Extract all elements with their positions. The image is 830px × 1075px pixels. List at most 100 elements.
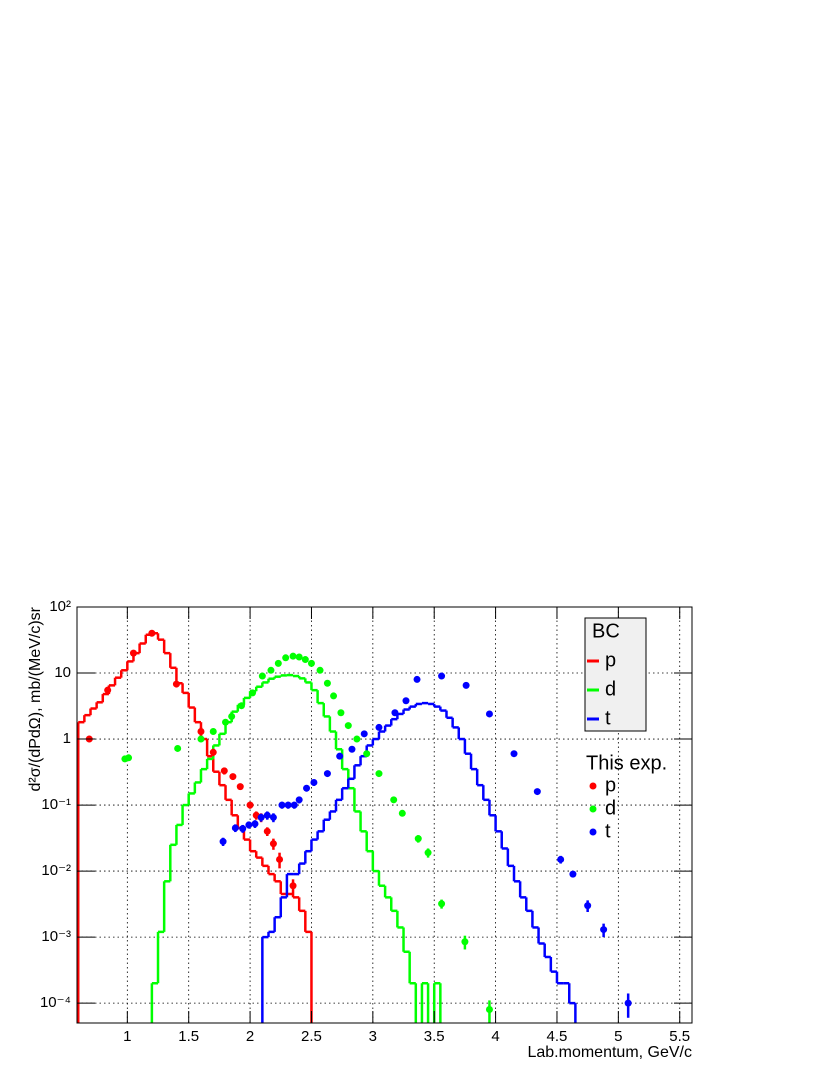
frame	[76, 606, 693, 1024]
data-point	[172, 680, 180, 688]
y-tick-label: 10⁻³	[41, 928, 71, 945]
data-point	[348, 745, 356, 753]
data-point	[360, 730, 368, 738]
data-point	[129, 649, 137, 657]
data-point	[278, 801, 286, 809]
x-tick-label: 4.5	[547, 1028, 568, 1045]
data-point	[330, 692, 338, 700]
data-point	[220, 767, 228, 775]
data-point	[461, 938, 469, 946]
data-point	[257, 813, 265, 821]
x-tick-label: 3.5	[424, 1028, 445, 1045]
data-point	[222, 718, 230, 726]
data-point	[375, 723, 383, 731]
data-point	[438, 672, 446, 680]
data-point	[148, 629, 156, 637]
legend-swatch	[589, 782, 597, 790]
data-point	[251, 820, 259, 828]
data-point	[274, 659, 282, 667]
legend-title: This exp.	[586, 752, 667, 774]
data-point	[239, 825, 247, 833]
y-tick-label: 10	[54, 664, 71, 681]
x-tick-label: 2.5	[301, 1028, 322, 1045]
data-point	[282, 654, 290, 662]
data-point	[197, 735, 205, 743]
data-point	[290, 801, 298, 809]
data-point	[263, 827, 271, 835]
x-tick-label: 1.5	[178, 1028, 199, 1045]
x-tick-label: 2	[246, 1028, 254, 1045]
y-tick-label: 10⁻²	[41, 862, 71, 879]
data-point	[600, 926, 608, 934]
data-point	[301, 656, 309, 664]
data-point	[390, 796, 398, 804]
data-point	[245, 821, 253, 829]
data-point	[284, 801, 292, 809]
data-point	[413, 675, 421, 683]
data-point	[391, 709, 399, 717]
legend-label: t	[605, 820, 611, 842]
data-point	[485, 1006, 493, 1014]
data-point	[353, 735, 361, 743]
data-point	[229, 773, 237, 781]
data-point	[375, 770, 383, 778]
data-point	[402, 697, 410, 705]
legend-label: p	[605, 774, 616, 796]
y-axis-title: d²σ/(dPdΩ), mb/(MeV/c)sr	[27, 606, 44, 791]
data-point	[125, 754, 133, 762]
data-point	[307, 659, 315, 667]
data-point	[414, 835, 422, 843]
data-point	[424, 849, 432, 857]
data-point	[231, 824, 239, 832]
data-point	[104, 686, 112, 694]
data-point	[438, 900, 446, 908]
legend-title: BC	[592, 620, 620, 642]
data-point	[267, 666, 275, 674]
data-point	[624, 999, 632, 1007]
data-point	[269, 840, 277, 848]
data-point	[289, 882, 297, 890]
data-point	[344, 722, 352, 730]
data-point	[584, 902, 592, 910]
data-point	[323, 770, 331, 778]
data-point	[258, 672, 266, 680]
data-point	[295, 796, 303, 804]
data-point	[269, 813, 277, 821]
plot-area	[77, 629, 632, 1023]
y-tick-label: 10²	[49, 598, 71, 615]
data-point	[303, 784, 311, 792]
data-point	[209, 728, 217, 736]
data-point	[510, 750, 518, 758]
legend-label: d	[605, 797, 616, 819]
data-point	[316, 666, 324, 674]
data-point	[263, 811, 271, 819]
data-point	[485, 710, 493, 718]
data-point	[276, 855, 284, 863]
x-tick-label: 4	[491, 1028, 499, 1045]
x-tick-label: 1	[123, 1028, 131, 1045]
data-point	[295, 653, 303, 661]
data-point	[246, 801, 254, 809]
legend-label: t	[605, 707, 611, 729]
x-tick-label: 5	[614, 1028, 622, 1045]
data-point	[174, 744, 182, 752]
data-point	[236, 783, 244, 791]
x-tick-label: 5.5	[669, 1028, 690, 1045]
data-point	[533, 788, 541, 796]
data-point	[569, 870, 577, 878]
data-point	[197, 728, 205, 736]
data-point	[310, 778, 318, 786]
legend-swatch	[589, 805, 597, 813]
legend-box	[584, 617, 647, 732]
data-point	[237, 702, 245, 710]
legend-label: d	[605, 678, 616, 700]
data-point	[323, 679, 331, 687]
data-point	[209, 748, 217, 756]
data-point	[289, 652, 297, 660]
data-point	[219, 838, 227, 846]
y-tick-label: 10⁻⁴	[40, 994, 71, 1011]
data-point	[363, 750, 371, 758]
x-tick-label: 3	[369, 1028, 377, 1045]
